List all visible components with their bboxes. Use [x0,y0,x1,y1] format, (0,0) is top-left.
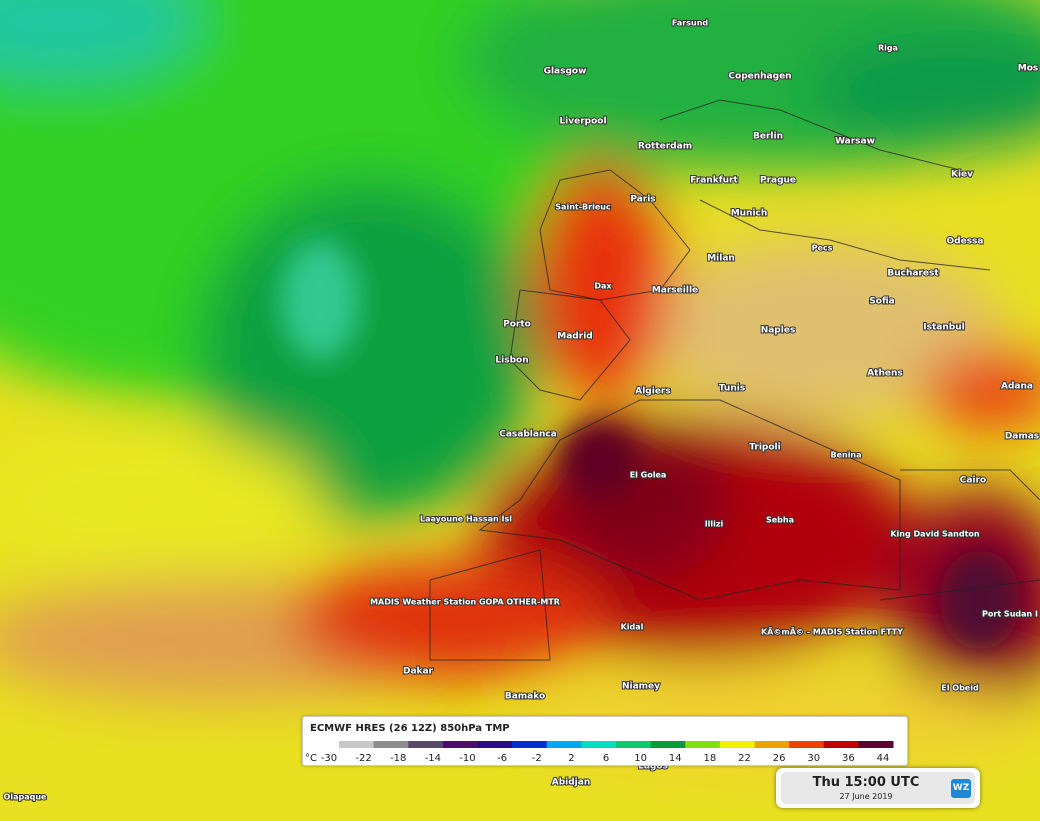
city-label: MADIS Weather Station GOPA OTHER-MTR [370,598,560,607]
temperature-field [0,0,1040,770]
legend-swatch [858,741,894,748]
legend-swatch [477,741,513,748]
city-label: Sebha [766,516,794,525]
city-label: Paris [630,195,655,205]
city-label: Damas [1005,432,1039,442]
legend-label: 30 [807,753,820,764]
city-label: Kiev [951,170,973,180]
legend-label: -30 [321,753,337,764]
city-label: King David Sandton [890,530,980,539]
city-label: Frankfurt [690,176,738,186]
city-label: Marseille [652,286,698,296]
legend-swatch [650,741,686,748]
city-label: Casablanca [499,430,557,440]
legend-swatch [546,741,582,748]
city-label: Rotterdam [638,142,692,152]
legend-label: 36 [842,753,855,764]
city-label: Prague [760,176,796,186]
legend-label: -14 [425,753,441,764]
legend: ECMWF HRES (26 12Z) 850hPa TMP °C -30 -22-… [302,716,908,766]
city-label: Saint-Brieuc [555,203,611,212]
city-label: Niamey [622,682,660,692]
legend-label: -6 [497,753,507,764]
city-label: Bamako [505,692,545,702]
city-label: Port Sudan I [982,610,1038,619]
legend-label: -22 [355,753,371,764]
city-label: Glasgow [544,67,587,77]
legend-title: ECMWF HRES (26 12Z) 850hPa TMP [310,723,510,734]
city-label: Kidal [621,623,644,632]
city-label: Porto [503,320,531,330]
time-box: Thu 15:00 UTC 27 June 2019 WZ [776,768,980,808]
time-box-inner: Thu 15:00 UTC 27 June 2019 WZ [781,772,975,804]
city-label: Milan [707,254,735,264]
city-label: KÃ©mÃ© - MADIS Station FTTY [761,627,903,637]
city-label: El Golea [630,471,667,480]
city-label: Olapaque [4,793,47,802]
legend-label: 14 [669,753,682,764]
legend-label: -2 [532,753,542,764]
legend-label: 22 [738,753,751,764]
city-label: Illizi [705,520,724,529]
city-label: Bucharest [887,269,939,279]
legend-label: -18 [390,753,406,764]
legend-swatch [685,741,721,748]
city-label: Laayoune Hassan Isl [420,515,512,524]
legend-label: -10 [459,753,475,764]
city-label: Benina [830,451,861,460]
city-label: Tunis [719,384,745,394]
legend-swatch [442,741,478,748]
city-label: Adana [1001,382,1033,392]
city-label: Pecs [812,244,833,253]
city-label: Abidjan [552,778,591,788]
city-label: Farsund [672,19,708,28]
city-label: Sofia [869,297,894,307]
city-label: Riga [878,44,898,53]
city-label: Warsaw [835,137,875,147]
legend-label: 6 [603,753,609,764]
legend-label: 18 [704,753,717,764]
legend-swatch [408,741,444,748]
borders [429,99,1040,661]
legend-scale: °C -30 -22 -18 -14 -10 -6 -2 2 6 10 14 18 22 26 30 36 44 [305,741,894,764]
city-label: Dakar [403,667,434,677]
legend-swatch [789,741,825,748]
legend-swatch [373,741,409,748]
legend-swatch [339,741,375,748]
city-label: El Obeid [941,684,979,693]
city-label: Algiers [635,387,670,397]
logo[interactable]: WZ [951,779,971,798]
time-label: Thu 15:00 UTC [812,775,920,790]
city-label: Madrid [557,332,592,342]
legend-label: 10 [634,753,647,764]
city-label: Naples [761,326,796,336]
legend-unit: °C [305,753,317,764]
city-label: Mos [1018,64,1039,74]
legend-label: 26 [773,753,786,764]
legend-label: 2 [568,753,574,764]
city-label: Athens [867,369,903,379]
city-label: Cairo [960,476,986,486]
city-label: Tripoli [749,443,780,453]
temperature-detail [280,240,1020,650]
city-label: Odessa [947,237,984,247]
legend-swatch [512,741,548,748]
city-label: Dax [594,282,612,291]
legend-swatch [754,741,790,748]
city-label: Copenhagen [728,72,791,82]
city-label: Liverpool [559,117,606,127]
city-label: Istanbul [923,323,964,333]
legend-label: 44 [877,753,890,764]
city-label: Munich [731,209,768,219]
city-label: Berlin [753,132,783,142]
legend-swatch [823,741,859,748]
legend-swatch [581,741,617,748]
date-label: 27 June 2019 [839,792,893,801]
city-label: Lisbon [495,356,528,366]
legend-swatch [719,741,755,748]
legend-swatch [616,741,652,748]
